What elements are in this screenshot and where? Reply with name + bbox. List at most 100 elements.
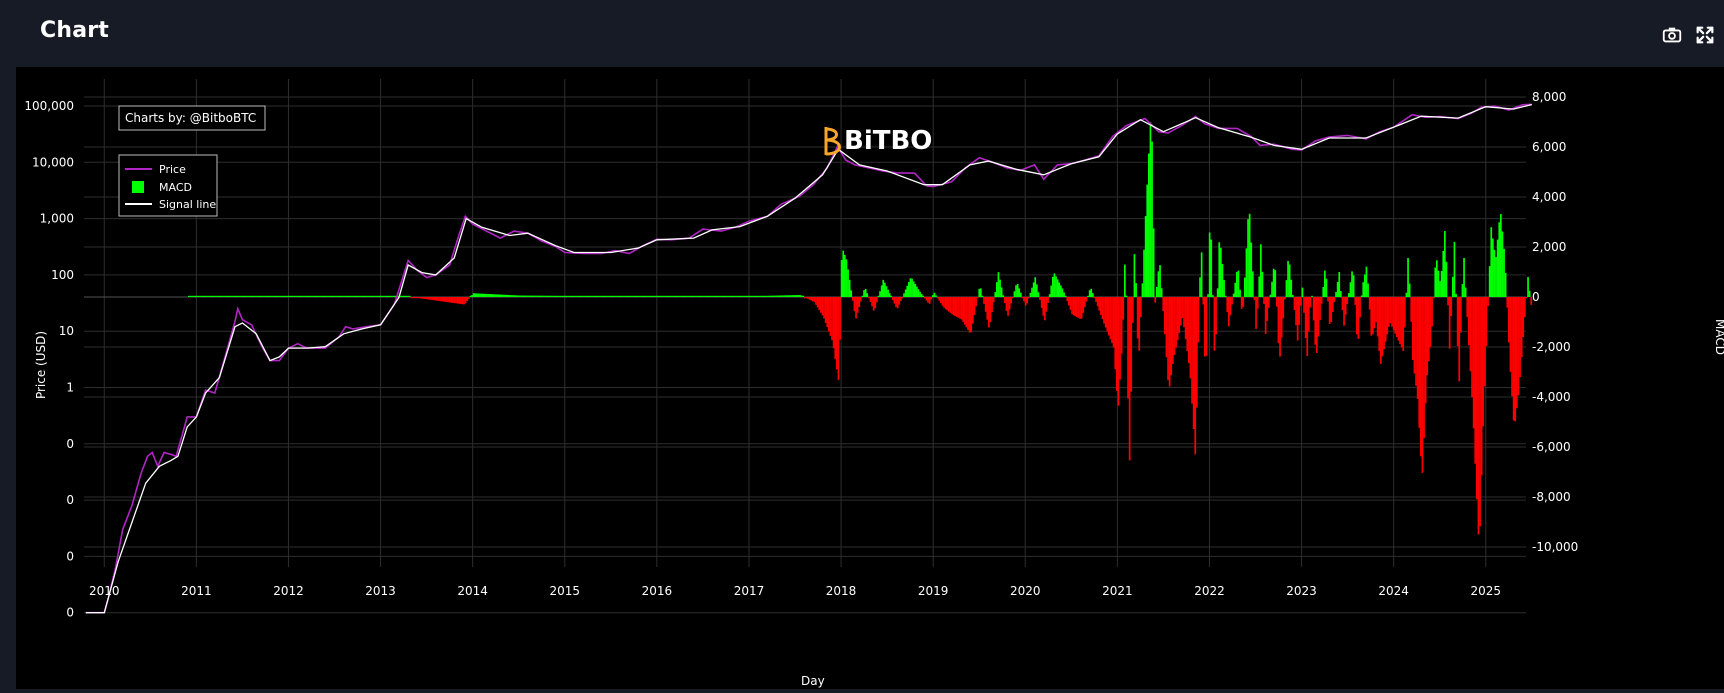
macd-bar: [1216, 288, 1219, 297]
macd-bar: [1008, 297, 1011, 310]
chart-svg[interactable]: 2010 2011 2012 2013 2014 2015 2016 2017 2018 2019…: [16, 67, 1724, 689]
macd-bar: [599, 295, 601, 297]
macd-bar: [677, 295, 680, 297]
macd-bar: [588, 295, 590, 297]
macd-bar: [207, 295, 209, 297]
macd-bar: [480, 293, 483, 297]
macd-bar: [464, 297, 467, 303]
macd-bar: [1383, 297, 1385, 350]
legend-item-price[interactable]: Price: [125, 163, 186, 176]
macd-bar: [372, 295, 374, 297]
y2-tick-label: -6,000: [1532, 440, 1571, 454]
macd-bar: [900, 297, 902, 301]
macd-bar: [240, 295, 243, 297]
macd-bar: [735, 295, 737, 297]
chart-area[interactable]: 2010 2011 2012 2013 2014 2015 2016 2017 2018 2019…: [16, 67, 1724, 689]
macd-bar: [442, 297, 445, 302]
macd-bar: [565, 295, 568, 297]
macd-bar: [1007, 297, 1009, 316]
macd-bar: [1253, 297, 1256, 301]
macd-bar: [231, 295, 233, 297]
macd-bar: [1450, 297, 1453, 316]
macd-bar: [1250, 242, 1253, 297]
macd-bar: [232, 295, 235, 297]
macd-bar: [856, 297, 859, 313]
macd-bar: [549, 295, 552, 297]
macd-bar: [816, 297, 819, 308]
macd-bar: [189, 295, 192, 297]
macd-bar: [616, 295, 619, 297]
macd-bar: [1517, 297, 1520, 396]
macd-bar: [1336, 282, 1339, 297]
macd-bar: [607, 295, 609, 297]
macd-bar: [772, 295, 774, 297]
macd-bar: [1472, 297, 1475, 429]
macd-bar: [1453, 241, 1456, 297]
macd-bar: [1072, 297, 1075, 316]
x-tick-label: 2018: [826, 584, 857, 598]
macd-bar: [652, 295, 654, 297]
legend-item-signal[interactable]: Signal line: [125, 198, 216, 211]
macd-bar: [708, 295, 710, 297]
macd-bar: [925, 297, 928, 301]
macd-bar: [1037, 292, 1040, 297]
macd-bar: [1050, 285, 1053, 297]
macd-bar: [1373, 297, 1376, 329]
macd-bar: [1343, 297, 1345, 326]
macd-bar: [1031, 287, 1033, 297]
macd-bar: [554, 295, 557, 297]
macd-bar: [314, 295, 317, 297]
fullscreen-icon[interactable]: [1694, 24, 1716, 46]
macd-bar: [1269, 294, 1272, 297]
macd-bar: [972, 297, 974, 324]
macd-bar: [485, 293, 488, 297]
macd-bar: [1039, 297, 1041, 301]
macd-bar: [640, 295, 643, 297]
macd-bar: [466, 297, 469, 301]
macd-bar: [445, 297, 448, 302]
macd-bar: [1018, 288, 1021, 297]
x-tick-label: 2025: [1470, 584, 1501, 598]
macd-bar: [1367, 283, 1369, 297]
macd-bar: [455, 297, 457, 304]
macd-bar: [1028, 297, 1030, 299]
legend-label-price: Price: [159, 163, 186, 176]
macd-bar: [1301, 287, 1304, 297]
macd-bar: [983, 297, 985, 304]
macd-bar: [695, 295, 697, 297]
macd-bar: [247, 295, 249, 297]
macd-bar: [783, 295, 785, 297]
macd-bar: [431, 297, 433, 300]
macd-bar: [1170, 297, 1173, 376]
camera-icon[interactable]: [1661, 24, 1683, 46]
y-tick-label: 0: [66, 549, 74, 563]
macd-bar: [428, 297, 430, 300]
macd-bar: [269, 295, 272, 297]
macd-bar: [956, 297, 958, 317]
macd-bar: [1320, 297, 1323, 304]
macd-bar: [495, 294, 497, 297]
macd-bar: [543, 295, 545, 297]
macd-bar: [1258, 276, 1261, 297]
macd-bar: [220, 295, 222, 297]
macd-bar: [279, 295, 281, 297]
macd-bar: [1052, 276, 1054, 297]
macd-bar: [1096, 297, 1099, 307]
macd-bar: [879, 291, 881, 297]
macd-bar: [413, 297, 416, 299]
macd-bar: [810, 297, 813, 301]
macd-bar: [1306, 297, 1309, 356]
macd-bar: [594, 295, 597, 297]
macd-bar: [1132, 297, 1134, 323]
macd-bar: [272, 295, 275, 297]
macd-bar: [196, 295, 198, 297]
macd-bar: [511, 295, 513, 297]
macd-bar: [456, 297, 459, 304]
x-tick-label: 2021: [1102, 584, 1133, 598]
macd-bar: [1149, 122, 1152, 297]
macd-bar: [384, 295, 387, 297]
macd-bar: [1237, 270, 1240, 297]
macd-bar: [575, 295, 577, 297]
macd-bar: [1346, 297, 1349, 304]
legend-item-macd[interactable]: MACD: [132, 181, 192, 194]
